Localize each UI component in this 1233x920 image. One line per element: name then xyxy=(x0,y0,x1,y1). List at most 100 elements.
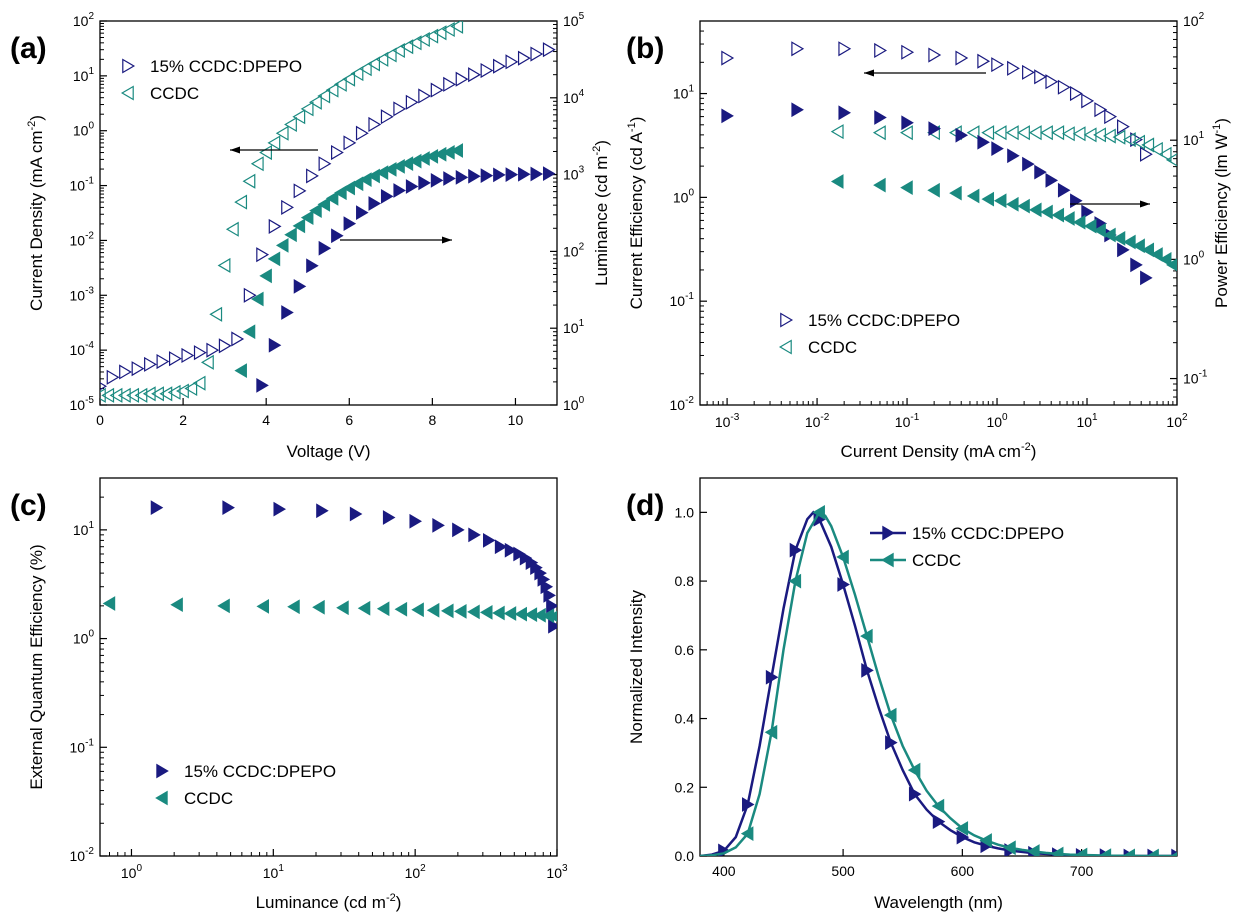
data-point xyxy=(1040,204,1053,220)
data-point xyxy=(1057,79,1071,95)
data-point xyxy=(546,598,557,614)
data-point xyxy=(1140,270,1153,286)
data-point xyxy=(492,605,505,621)
data-point xyxy=(367,56,380,72)
data-point xyxy=(250,156,264,172)
data-point xyxy=(380,189,394,204)
data-point xyxy=(1051,207,1065,223)
panel-label: (d) xyxy=(626,489,664,522)
data-point xyxy=(838,41,852,57)
data-point xyxy=(907,762,921,778)
y-tick-label: 0.2 xyxy=(675,779,695,795)
y2-tick-label: 104 xyxy=(563,88,585,106)
series-line xyxy=(700,510,1177,856)
data-point xyxy=(1130,132,1144,148)
data-point xyxy=(955,821,969,836)
x-axis-label: Voltage (V) xyxy=(286,442,370,461)
x-tick-label: 100 xyxy=(121,863,143,881)
data-point xyxy=(530,46,544,62)
data-point xyxy=(334,185,347,201)
data-point xyxy=(1034,69,1048,85)
y-tick-label: 0.8 xyxy=(675,573,695,589)
x-axis-label: Current Density (mA cm-2) xyxy=(841,441,1037,461)
data-point xyxy=(721,50,735,66)
data-point xyxy=(900,125,913,141)
data-point xyxy=(300,210,314,226)
data-point xyxy=(742,797,755,812)
x-tick-label: 102 xyxy=(405,863,427,881)
y-tick-label: 102 xyxy=(73,11,95,29)
data-point xyxy=(316,503,329,519)
data-point xyxy=(1050,846,1064,856)
data-point xyxy=(417,31,430,48)
plot-frame xyxy=(99,20,558,406)
y-tick-label: 0.4 xyxy=(675,711,695,727)
data-point xyxy=(375,51,389,67)
plot-area xyxy=(102,500,557,634)
data-point xyxy=(1112,231,1126,246)
data-point xyxy=(966,125,980,141)
data-point xyxy=(231,331,245,347)
y-tick-label: 10-3 xyxy=(70,285,95,303)
data-point xyxy=(517,50,531,66)
data-point xyxy=(1170,851,1177,856)
data-point xyxy=(267,251,281,267)
data-point xyxy=(443,171,456,186)
data-point xyxy=(1132,238,1145,254)
series-0 xyxy=(100,42,556,391)
y-tick-label: 100 xyxy=(73,121,95,139)
data-point xyxy=(293,183,307,199)
data-point xyxy=(542,166,556,181)
x-tick-label: 101 xyxy=(1076,412,1098,430)
plot-frame xyxy=(699,477,1178,857)
data-point xyxy=(243,287,257,303)
data-point xyxy=(931,798,945,814)
data-point xyxy=(1070,193,1083,209)
data-point xyxy=(504,542,518,558)
data-point xyxy=(467,604,480,620)
data-point xyxy=(342,180,355,196)
data-point xyxy=(392,42,405,59)
plot-frame xyxy=(99,477,558,857)
data-point xyxy=(259,144,272,161)
data-point xyxy=(408,35,422,51)
legend-marker xyxy=(882,525,895,541)
y-tick-label: 10-1 xyxy=(670,291,695,309)
legend-marker xyxy=(156,763,169,779)
data-point xyxy=(309,203,322,218)
data-point xyxy=(874,42,887,59)
data-point xyxy=(357,600,371,616)
data-point xyxy=(1130,257,1143,273)
data-point xyxy=(433,25,447,41)
data-point xyxy=(1072,214,1086,230)
data-point xyxy=(430,173,444,188)
x-tick-label: 4 xyxy=(262,412,270,428)
data-point xyxy=(483,533,496,548)
data-point xyxy=(518,166,531,182)
data-point xyxy=(284,227,297,243)
y2-tick-label: 100 xyxy=(563,395,585,413)
data-point xyxy=(393,183,406,198)
panel-label: (b) xyxy=(626,32,664,65)
data-point xyxy=(452,522,465,538)
legend-label: CCDC xyxy=(184,789,233,808)
data-point xyxy=(206,342,220,358)
data-point xyxy=(993,125,1007,141)
data-point xyxy=(789,542,803,558)
data-point xyxy=(1045,74,1059,90)
y2-tick-label: 102 xyxy=(1183,11,1205,29)
data-point xyxy=(837,577,850,592)
legend-label: 15% CCDC:DPEPO xyxy=(808,311,960,330)
data-point xyxy=(450,21,464,34)
data-point xyxy=(426,602,440,618)
data-point xyxy=(908,786,922,802)
data-point xyxy=(234,363,247,379)
data-point xyxy=(991,57,1005,73)
data-point xyxy=(1103,227,1116,243)
series-1 xyxy=(102,596,557,624)
data-point xyxy=(494,539,508,555)
x-tick-label: 700 xyxy=(1070,863,1094,879)
data-point xyxy=(350,176,364,192)
legend: 15% CCDC:DPEPO CCDC xyxy=(120,57,302,103)
data-point xyxy=(430,82,444,98)
